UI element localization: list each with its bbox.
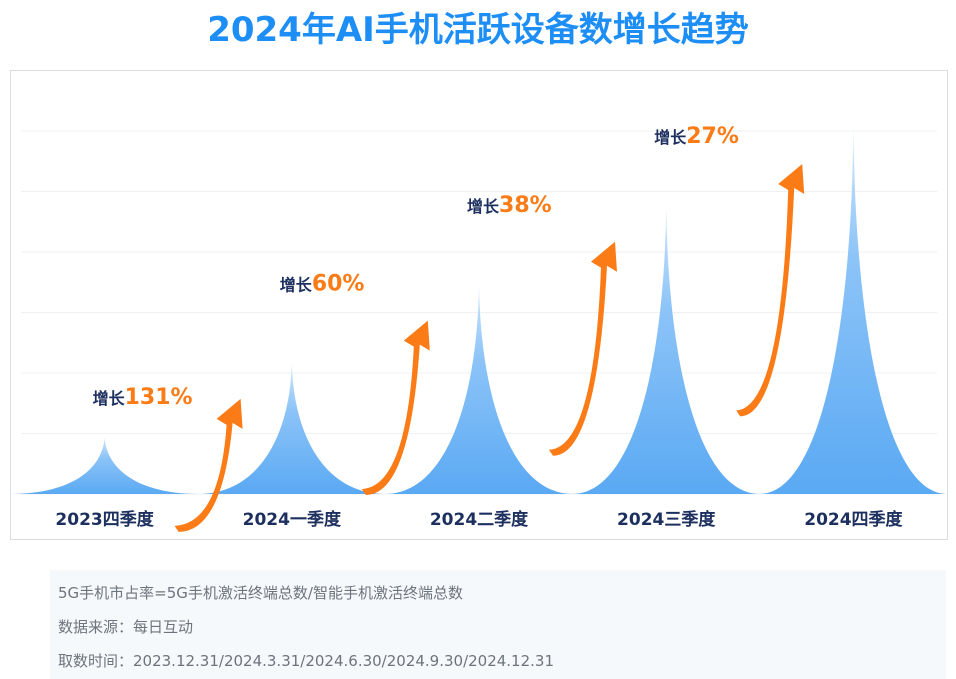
peak-1 — [11, 437, 199, 494]
x-tick-label: 2024二季度 — [430, 509, 529, 530]
chart-panel: 增长131% 增长60% 增长38% 增长27% 2023四季度 2024一季度 2024… — [10, 70, 948, 540]
note-formula: 5G手机市占率=5G手机激活终端总数/智能手机激活终端总数 — [58, 584, 463, 602]
x-axis-ticks: 2023四季度 2024一季度 2024二季度 2024三季度 2024四季度 — [55, 509, 903, 530]
curved-arrow-up-right-icon — [361, 320, 430, 495]
note-source: 数据来源：每日互动 — [58, 618, 194, 636]
peak-5 — [759, 129, 947, 494]
chart-canvas: 增长131% 增长60% 增长38% 增长27% 2023四季度 2024一季度 2024… — [11, 124, 947, 532]
growth-label-1: 增长131% — [93, 385, 193, 410]
x-tick-label: 2024四季度 — [804, 509, 903, 530]
peak-3 — [385, 285, 573, 494]
x-tick-label: 2024三季度 — [617, 509, 716, 530]
growth-label-2: 增长60% — [280, 272, 365, 297]
x-tick-label: 2024一季度 — [243, 509, 342, 530]
growth-label-4: 增长27% — [654, 124, 739, 149]
peak-2 — [197, 363, 386, 494]
curved-arrow-up-right-icon — [549, 241, 617, 456]
note-date: 取数时间：2023.12.31/2024.3.31/2024.6.30/2024… — [58, 652, 555, 670]
curved-arrow-up-right-icon — [174, 398, 243, 532]
x-tick-label: 2023四季度 — [55, 509, 154, 530]
growth-label-3: 增长38% — [467, 193, 552, 218]
peak-4 — [572, 206, 761, 494]
page-title: 2024年AI手机活跃设备数增长趋势 — [207, 10, 749, 50]
notes-panel: 5G手机市占率=5G手机激活终端总数/智能手机激活终端总数 数据来源：每日互动 … — [50, 570, 946, 679]
curved-arrow-up-right-icon — [736, 164, 805, 417]
growth-arrows — [174, 164, 805, 532]
area-peaks — [11, 129, 947, 494]
growth-labels: 增长131% 增长60% 增长38% 增长27% — [93, 124, 739, 410]
